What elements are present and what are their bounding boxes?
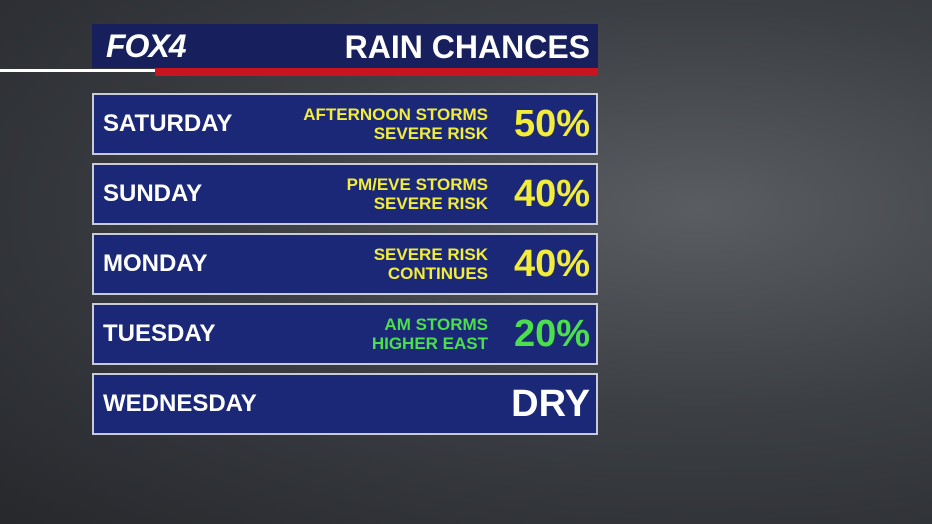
rain-chance: 40% <box>513 243 590 285</box>
day: SATURDAY <box>103 110 233 137</box>
note-line: SEVERE RISK <box>373 245 488 264</box>
note: AFTERNOON STORMS SEVERE RISK <box>303 105 488 143</box>
forecast-row: WEDNESDAY DRY <box>92 373 598 435</box>
note-line: HIGHER EAST <box>371 334 488 353</box>
note: AM STORMS HIGHER EAST <box>372 315 488 353</box>
title: RAIN CHANCES <box>344 29 590 65</box>
note: PM/EVE STORMS SEVERE RISK <box>347 175 488 213</box>
header: FOX4 RAIN CHANCES <box>92 24 598 68</box>
note-line: AFTERNOON STORMS <box>303 105 488 124</box>
note-line: SEVERE RISK <box>373 194 488 213</box>
rain-chance: DRY <box>511 383 590 425</box>
forecast-row: SUNDAY PM/EVE STORMS SEVERE RISK 40% <box>92 163 598 225</box>
note-line: AM STORMS <box>384 315 488 334</box>
note-line: SEVERE RISK <box>373 124 488 143</box>
forecast-row: TUESDAY AM STORMS HIGHER EAST 20% <box>92 303 598 365</box>
rain-chance: 50% <box>513 103 590 145</box>
forecast-row: MONDAY SEVERE RISK CONTINUES 40% <box>92 233 598 295</box>
rain-chance: 20% <box>513 313 590 355</box>
note-line: PM/EVE STORMS <box>346 175 488 194</box>
rain-chance: 40% <box>513 173 590 215</box>
note: SEVERE RISK CONTINUES <box>374 245 488 283</box>
day: MONDAY <box>103 250 208 277</box>
accent-bar <box>155 66 598 76</box>
accent-line <box>0 69 155 72</box>
forecast-row: SATURDAY AFTERNOON STORMS SEVERE RISK 50% <box>92 93 598 155</box>
day: TUESDAY <box>103 320 216 347</box>
logo: FOX4 <box>106 28 187 64</box>
day: WEDNESDAY <box>103 390 257 417</box>
note-line: CONTINUES <box>387 264 488 283</box>
day: SUNDAY <box>103 180 203 207</box>
